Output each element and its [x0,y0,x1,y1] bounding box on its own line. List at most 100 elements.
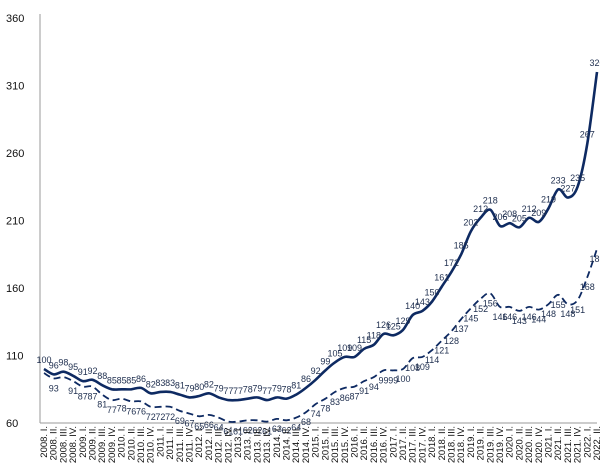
data-label-solid: 86 [301,374,311,384]
data-label-solid: 82 [204,379,214,389]
x-tick-label: 2022. I. [582,426,593,458]
data-label-dashed: 146 [522,312,537,322]
data-label-solid: 185 [454,240,469,250]
x-tick-label: 2017. I. [388,426,399,458]
data-label-dashed: 72 [146,412,156,422]
data-label-dashed: 63 [272,424,282,434]
data-label-solid: 98 [58,358,68,368]
data-label-dashed: 144 [531,315,546,325]
data-label-solid: 85 [107,375,117,385]
data-label-solid: 206 [492,212,507,222]
x-tick-label: 2020. I. [505,426,516,458]
x-tick-label: 2017. IV. [417,426,428,463]
data-label-solid: 85 [117,375,127,385]
x-tick-label: 2012. II. [204,426,215,460]
data-label-solid: 77 [262,386,272,396]
data-label-solid: 80 [194,382,204,392]
data-label-solid: 209 [531,208,546,218]
data-label-solid: 115 [357,335,371,345]
x-tick-label: 2019. II. [476,426,487,460]
data-label-solid: 109 [337,343,352,353]
x-tick-label: 2009. II. [88,426,99,460]
data-label-solid: 77 [223,386,233,396]
data-label-dashed: 65 [194,421,204,431]
x-axis-ticks: 2008. I.2008. II.2008. III.2008. IV.2009… [39,426,600,463]
x-tick-label: 2012. IV. [223,426,234,463]
data-label-solid: 150 [425,288,440,298]
data-label-solid: 79 [252,383,262,393]
x-tick-label: 2013. IV. [262,426,273,463]
data-label-dashed: 69 [175,416,185,426]
x-tick-label: 2016. III. [369,426,380,463]
data-label-solid: 161 [434,273,449,283]
data-label-solid: 78 [282,385,292,395]
data-label-solid: 83 [155,378,165,388]
data-label-dashed: 121 [434,346,449,356]
data-label-dashed: 76 [136,406,146,416]
data-label-dashed: 61 [233,427,243,437]
data-label-solid: 212 [522,204,537,214]
data-label-dashed: 99 [379,375,389,385]
data-label-solid: 92 [311,366,321,376]
data-label-dashed: 151 [570,305,585,315]
x-tick-label: 2014. I. [272,426,283,458]
data-label-solid: 125 [386,321,401,331]
data-label-dashed: 77 [107,405,117,415]
series-lines [43,71,599,423]
data-label-dashed: 67 [185,419,195,429]
data-label-dashed: 64 [291,423,301,433]
data-label-dashed: 146 [502,312,517,322]
x-tick-label: 2011. IV. [185,426,196,462]
data-label-solid: 129 [395,316,410,326]
data-label-solid: 212 [473,204,488,214]
x-tick-label: 2015. I. [311,426,322,458]
x-tick-label: 2014. IV. [301,426,312,463]
data-label-dashed: 91 [68,386,78,396]
axes [39,14,597,424]
series-line-dashed [43,248,598,423]
data-label-solid: 105 [328,348,343,358]
x-tick-label: 2010. III. [136,426,147,463]
data-label-solid: 219 [541,194,556,204]
x-tick-label: 2014. III. [291,426,302,463]
x-tick-label: 2015. II. [320,426,331,460]
y-tick-label: 360 [6,13,24,25]
data-label-dashed: 81 [97,400,107,410]
x-tick-label: 2011. III. [175,426,186,462]
data-label-solid: 96 [49,360,59,370]
data-label-solid: 140 [405,301,420,311]
data-label-dashed: 66 [204,420,214,430]
x-tick-label: 2018. I. [427,426,438,458]
data-label-dashed: 61 [262,427,272,437]
data-label-solid: 118 [367,331,381,341]
data-label-dashed: 99 [388,375,398,385]
data-label-solid: 100 [36,355,51,365]
data-label-solid: 79 [214,383,224,393]
x-tick-label: 2008. IV. [68,426,79,463]
data-label-dashed: 145 [463,313,478,323]
data-label-dashed: 168 [580,282,595,292]
data-label-solid: 320 [589,58,600,68]
data-label-solid: 92 [88,366,98,376]
x-tick-label: 2020. IV. [534,426,545,463]
data-label-dashed: 72 [165,412,175,422]
data-label-dashed: 61 [223,427,233,437]
x-tick-label: 2022. II. [592,426,600,460]
data-label-solid: 82 [146,379,156,389]
data-label-dashed: 62 [252,425,262,435]
x-tick-label: 2016. IV. [379,426,390,463]
data-label-dashed: 148 [541,309,556,319]
x-tick-label: 2021. III. [563,426,574,463]
x-tick-label: 2008. II. [49,426,60,460]
data-label-dashed: 100 [395,374,410,384]
data-label-solid: 267 [580,130,595,140]
x-tick-label: 2008. III. [58,426,69,463]
data-label-solid: 202 [463,217,478,227]
data-label-dashed: 152 [473,304,488,314]
data-label-dashed: 64 [214,423,224,433]
data-label-dashed: 148 [560,309,575,319]
data-label-solid: 99 [320,356,330,366]
data-label-solid: 88 [97,371,107,381]
data-label-solid: 95 [68,362,78,372]
data-label-dashed: 128 [444,336,459,346]
